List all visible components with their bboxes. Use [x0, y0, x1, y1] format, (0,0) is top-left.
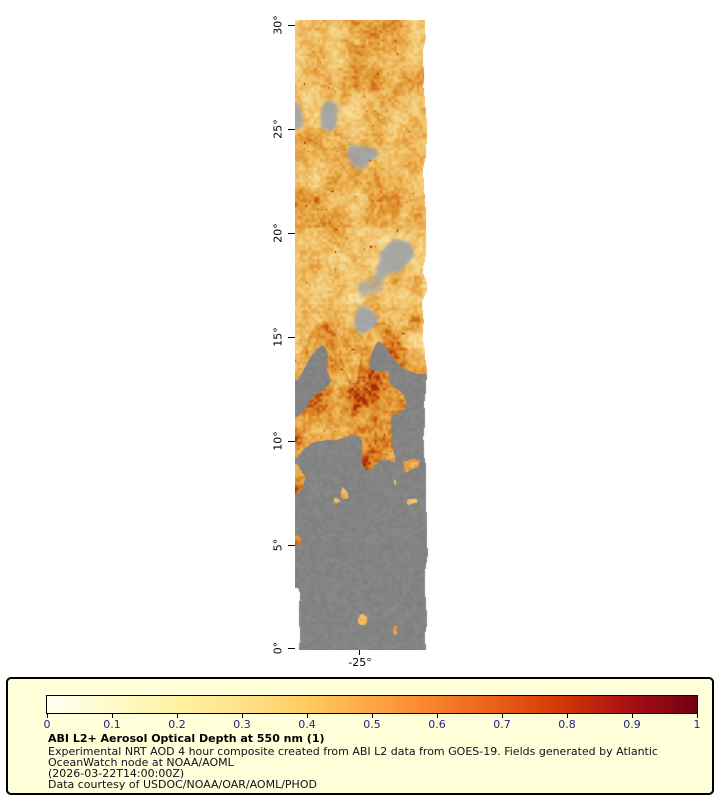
colorbar-tick	[177, 714, 178, 718]
colorbar-tick	[567, 714, 568, 718]
colorbar-tick	[632, 714, 633, 718]
colorbar-tick	[242, 714, 243, 718]
legend-line: Data courtesy of USDOC/NOAA/OAR/AOML/PHO…	[48, 778, 317, 791]
latitude-tick-label: 5°	[271, 538, 285, 552]
colorbar-tick	[437, 714, 438, 718]
latitude-tick-label: 20°	[271, 223, 285, 243]
colorbar-tick	[307, 714, 308, 718]
latitude-tick-label: 30°	[271, 15, 285, 35]
latitude-tick	[288, 337, 295, 338]
legend-line: Experimental NRT AOD 4 hour composite cr…	[48, 745, 658, 758]
latitude-tick	[288, 648, 295, 649]
colorbar-tick-label: 0.6	[428, 718, 446, 731]
legend-panel: 0 0.1 0.2 0.3 0.4 0.5 0.6 0.7 0.8 0.9 1 …	[6, 677, 714, 795]
colorbar-tick-label: 0.9	[623, 718, 641, 731]
colorbar-tick-label: 0.3	[233, 718, 251, 731]
colorbar-gradient	[47, 696, 697, 713]
colorbar-tick-label: 0	[43, 718, 51, 731]
colorbar-tick-label: 0.2	[168, 718, 186, 731]
latitude-tick	[288, 25, 295, 26]
latitude-tick-label: 10°	[271, 431, 285, 451]
colorbar-tick-label: 1	[693, 718, 701, 731]
latitude-tick	[288, 129, 295, 130]
latitude-tick	[288, 545, 295, 546]
legend-title: ABI L2+ Aerosol Optical Depth at 550 nm …	[48, 732, 325, 745]
map-plot: 30° 25° 20° 15° 10° 5° 0° -25°	[271, 15, 430, 669]
latitude-tick-label: 15°	[271, 327, 285, 347]
colorbar-tick	[697, 714, 698, 718]
latitude-tick	[288, 441, 295, 442]
colorbar-tick-label: 0.5	[363, 718, 381, 731]
legend-line: (2026-03-22T14:00:00Z)	[48, 767, 185, 780]
colorbar-tick-label: 0.4	[298, 718, 316, 731]
longitude-tick-label: -25°	[348, 656, 372, 669]
colorbar-tick	[112, 714, 113, 718]
colorbar-tick-label: 0.7	[493, 718, 511, 731]
latitude-tick-label: 0°	[271, 641, 285, 655]
legend-line: OceanWatch node at NOAA/AOML	[48, 756, 234, 769]
colorbar-tick	[47, 714, 48, 718]
colorbar-tick-label: 0.8	[558, 718, 576, 731]
colorbar-tick-label: 0.1	[103, 718, 121, 731]
latitude-tick-label: 25°	[271, 119, 285, 139]
colorbar-tick	[372, 714, 373, 718]
longitude-tick	[359, 650, 360, 655]
colorbar-tick	[502, 714, 503, 718]
aerosol-raster	[295, 20, 430, 650]
latitude-tick	[288, 233, 295, 234]
colorbar	[46, 695, 698, 714]
